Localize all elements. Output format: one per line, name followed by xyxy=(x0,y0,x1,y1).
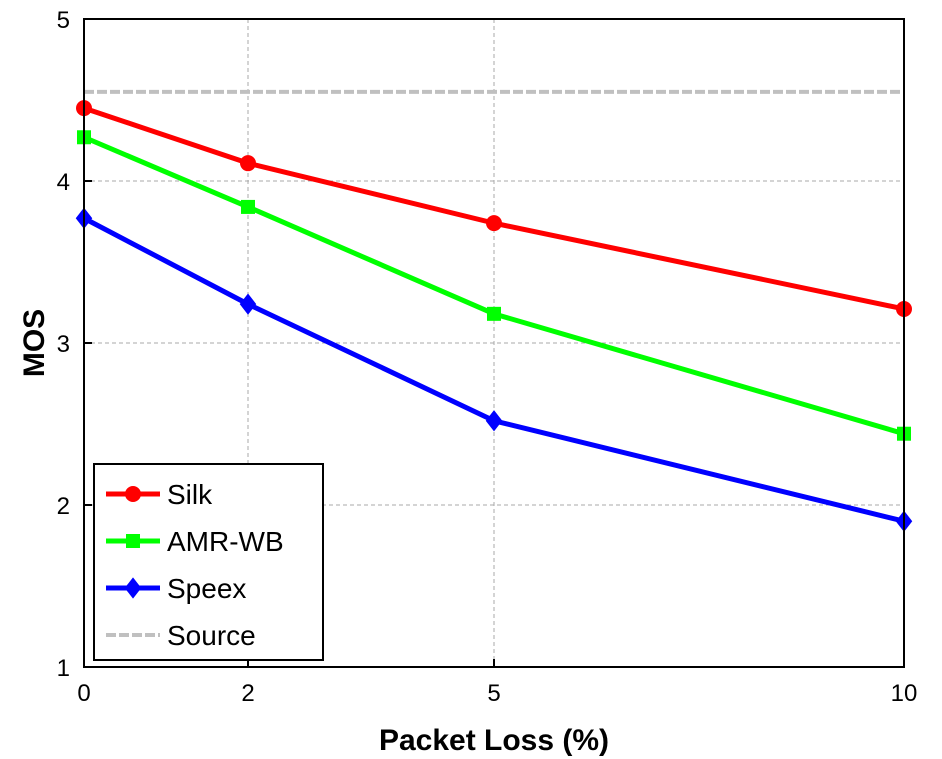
series-line-silk xyxy=(83,105,905,312)
data-point-speex xyxy=(485,410,503,432)
series-silk xyxy=(76,100,912,317)
legend-label: AMR-WB xyxy=(167,526,284,557)
x-axis-label: Packet Loss (%) xyxy=(379,724,609,757)
legend-item-silk: Silk xyxy=(106,479,213,510)
y-tick-label: 4 xyxy=(57,169,70,196)
legend-item-source: Source xyxy=(106,620,256,651)
legend-label: Speex xyxy=(167,573,246,604)
y-tick-label: 3 xyxy=(57,331,70,358)
y-tick-label: 1 xyxy=(57,655,70,682)
x-tick-label: 10 xyxy=(891,680,918,707)
series-line-speex xyxy=(82,216,905,524)
data-point-speex xyxy=(239,293,257,315)
legend-item-amr-wb: AMR-WB xyxy=(106,526,284,557)
y-tick-label: 5 xyxy=(57,7,70,34)
series-lines xyxy=(75,89,913,532)
x-tick-label: 5 xyxy=(487,680,500,707)
data-point-amr-wb xyxy=(241,199,255,214)
x-tick-label: 2 xyxy=(241,680,254,707)
legend-marker xyxy=(126,534,140,548)
legend-label: Source xyxy=(167,620,256,651)
legend: Silk AMR-WB Speex Source xyxy=(93,463,324,661)
y-tick-label: 2 xyxy=(57,493,70,520)
series-line-amr-wb xyxy=(83,134,905,437)
y-axis-ticks: 1 2 3 4 5 xyxy=(57,7,92,682)
data-point-silk xyxy=(486,215,502,232)
x-tick-label: 0 xyxy=(77,680,90,707)
legend-marker xyxy=(124,577,142,599)
series-amr-wb xyxy=(77,130,911,441)
legend-marker xyxy=(125,486,141,502)
legend-item-speex: Speex xyxy=(106,573,246,604)
data-point-amr-wb xyxy=(487,306,501,321)
x-axis-ticks: 0 2 5 10 xyxy=(77,659,917,707)
y-axis-label: MOS xyxy=(18,309,51,377)
data-point-silk xyxy=(240,155,256,172)
series-speex xyxy=(75,207,913,532)
legend-label: Silk xyxy=(167,479,213,510)
